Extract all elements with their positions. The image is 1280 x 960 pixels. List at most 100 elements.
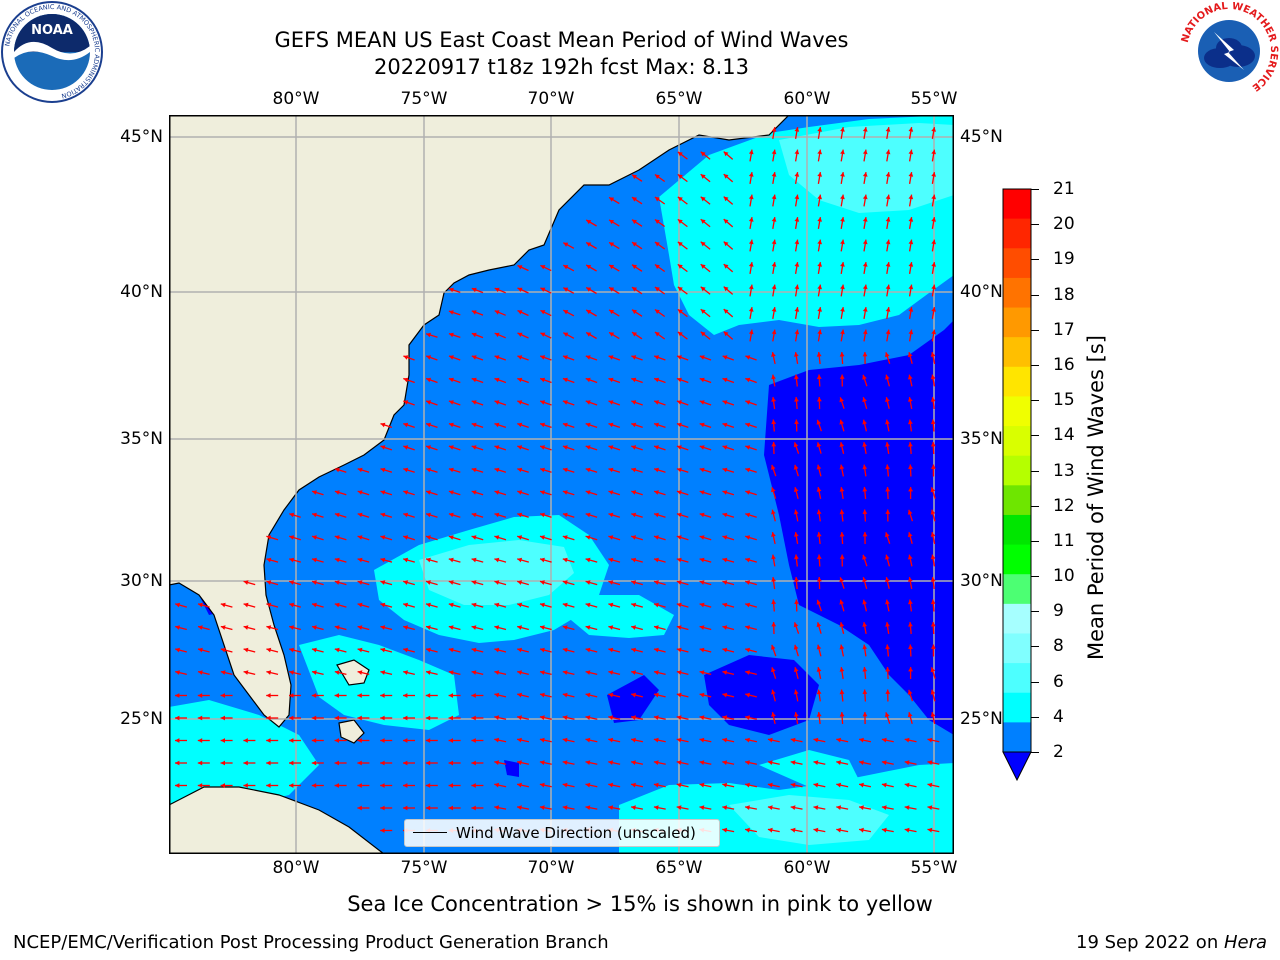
wave-direction-arrow-head [930,599,936,605]
wave-direction-arrow-head [494,670,500,675]
wave-direction-arrow-head [471,602,477,608]
wave-direction-arrow-head [517,715,522,720]
colorbar-segment [1003,396,1031,427]
wave-direction-arrow-head [699,400,705,405]
wave-direction-arrow-head [426,602,431,608]
wave-direction-arrow-head [608,737,614,743]
wave-direction-arrow-head [289,783,294,788]
wave-direction-arrow-head [745,737,750,743]
wave-direction-arrow-head [676,512,682,518]
wave-direction-arrow-head [403,693,408,698]
wave-direction-arrow-head [862,397,867,403]
wave-direction-arrow-head [608,445,614,450]
wave-direction-arrow-head [426,670,431,675]
wave-direction-arrow-head [654,174,660,179]
wave-direction-arrow-head [609,309,615,315]
wave-direction-arrow-head [862,262,868,267]
colorbar-segment [1003,189,1031,220]
wave-direction-arrow-head [585,355,591,360]
wave-direction-arrow-head [517,400,523,405]
wave-direction-arrow-head [357,467,363,473]
wave-direction-arrow-head [745,715,750,720]
wave-direction-arrow-head [927,782,933,788]
colorbar-tick-mark [1031,505,1039,507]
wave-direction-arrow-head [722,625,728,630]
wave-direction-arrow-head [794,374,799,380]
wave-direction-arrow-head [540,670,545,675]
colorbar-tick-label: 21 [1053,179,1075,199]
wave-direction-arrow-head [859,760,864,765]
wave-direction-arrow-head [676,760,682,765]
wave-direction-arrow-head [908,149,914,155]
wave-direction-arrow-head [722,377,728,383]
wave-direction-arrow-head [748,194,754,200]
wave-direction-arrow-head [312,647,317,653]
wave-direction-arrow-head [930,689,936,695]
wave-direction-arrow-head [198,602,203,608]
wave-direction-arrow-head [494,782,500,788]
wave-direction-arrow-head [676,445,682,450]
wave-direction-arrow-head [608,355,614,360]
wave-direction-arrow-head [908,644,913,649]
wave-direction-arrow-head [817,284,822,290]
wave-direction-arrow-head [631,557,637,563]
wave-direction-arrow-head [908,217,914,222]
wave-direction-arrow-head [175,783,180,788]
wave-direction-arrow-head [426,400,432,405]
wave-direction-arrow-head [517,287,523,292]
wave-direction-arrow-head [794,127,800,132]
wave-direction-arrow-head [885,644,890,650]
wave-direction-arrow-head [862,667,868,672]
wave-direction-arrow-head [745,512,751,518]
wave-direction-arrow-head [563,265,569,270]
nws-logo: NATIONAL WEATHER SERVICE [1180,2,1279,97]
wave-direction-arrow-head [632,287,637,292]
wave-direction-arrow-head [289,557,295,563]
wave-direction-arrow-head [539,805,545,810]
wave-direction-arrow-head [700,286,706,292]
wave-direction-arrow-head [448,647,454,653]
wave-direction-arrow-head [722,557,728,563]
wave-direction-arrow-head [654,535,659,540]
wave-direction-arrow-head [859,827,864,833]
wave-direction-arrow-head [403,355,409,360]
lon-label-top: 70°W [527,89,575,109]
wave-direction-arrow-head [699,670,705,675]
wave-direction-arrow-head [931,329,936,335]
wave-direction-arrow-head [609,219,615,225]
colorbar-segment [1003,366,1031,397]
wave-direction-arrow-head [631,692,636,698]
wave-direction-arrow-head [862,464,868,470]
wave-direction-arrow-head [403,580,409,585]
wave-direction-arrow-head [816,419,822,425]
wave-direction-arrow-head [816,374,822,380]
wave-direction-arrow-head [722,647,728,653]
wave-direction-arrow-head [654,197,660,202]
wave-direction-arrow-head [585,692,591,698]
wave-direction-arrow-head [175,625,180,630]
wave-direction-arrow-head [448,287,454,293]
wave-direction-arrow-head [175,738,180,743]
colorbar-tick-label: 12 [1053,495,1075,516]
wave-direction-arrow-head [471,422,477,428]
wave-direction-arrow-head [908,397,913,402]
wave-direction-arrow-head [426,445,431,450]
wave-direction-arrow-head [907,689,913,695]
wave-direction-arrow-head [771,554,776,560]
wave-direction-arrow-head [677,174,683,179]
wave-direction-arrow-head [266,535,272,540]
wave-direction-arrow-head [585,625,591,630]
wave-direction-arrow-head [767,805,773,810]
wave-direction-arrow-head [700,309,706,314]
wave-direction-arrow-head [722,400,728,405]
colorbar [1002,188,1032,782]
wave-direction-arrow-head [289,760,294,766]
colorbar-segment [1003,663,1031,694]
wave-direction-arrow-head [380,783,385,788]
wave-direction-arrow-head [676,580,682,585]
wave-direction-arrow-head [380,760,385,766]
wave-direction-arrow-head [654,670,659,675]
wave-direction-arrow-head [357,512,363,518]
wave-direction-arrow-head [722,760,728,765]
colorbar-tick-label: 16 [1053,354,1075,375]
